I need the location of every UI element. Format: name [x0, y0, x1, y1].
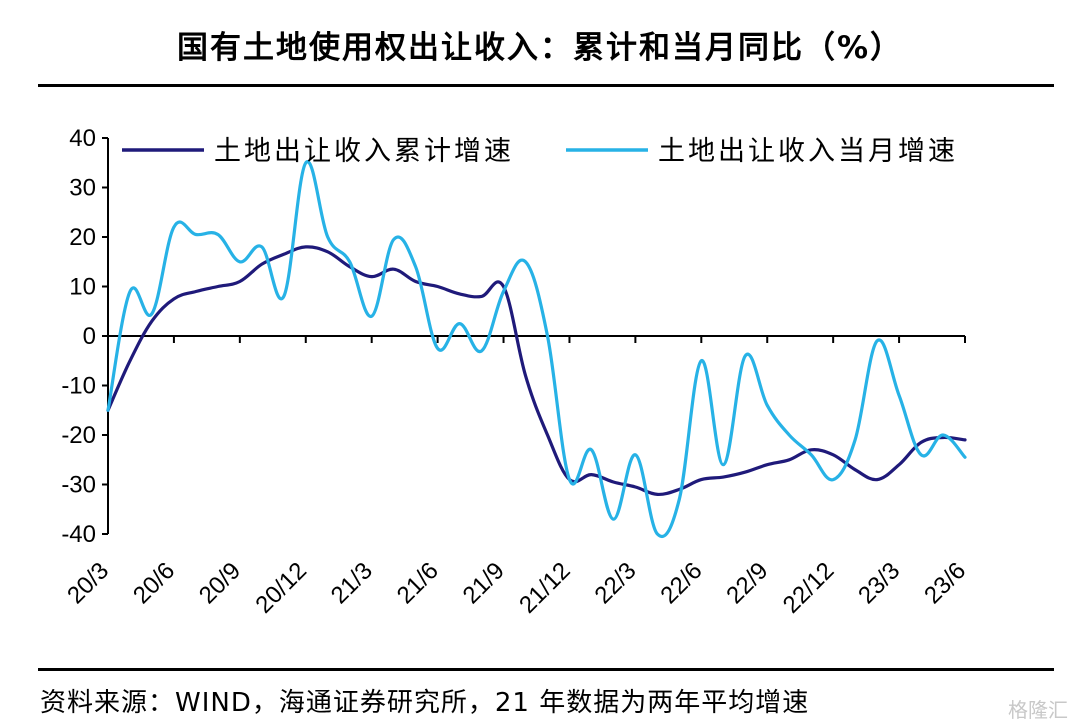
- x-tick-label: 23/3: [853, 557, 905, 609]
- x-tick-label: 20/12: [250, 557, 312, 619]
- top-divider: [38, 84, 1054, 87]
- x-tick-label: 21/12: [514, 557, 576, 619]
- legend-label: 土地出让收入累计增速: [214, 136, 514, 167]
- x-tick-label: 21/3: [326, 557, 378, 609]
- chart-axes: 40 30 20 10 0 -10 -20 -30 -40 20/3 20/6 20/9 20/12 21…: [61, 125, 971, 619]
- chart-lines: [106, 160, 967, 538]
- y-tick-label: -40: [61, 521, 96, 548]
- x-tick-label: 20/6: [128, 557, 180, 609]
- chart-title: 国有土地使用权出让收入：累计和当月同比（%）: [176, 30, 904, 66]
- legend-label: 土地出让收入当月增速: [658, 136, 958, 167]
- watermark-logo: 格隆汇: [1008, 698, 1068, 722]
- x-tick-label: 20/3: [62, 557, 114, 609]
- x-tick-label: 22/6: [655, 557, 707, 609]
- bottom-divider: [38, 668, 1054, 671]
- y-tick-label: -20: [61, 422, 96, 449]
- x-tick-label: 22/12: [778, 557, 840, 619]
- series-line-cumulative: [106, 245, 967, 497]
- x-tick-label: 22/9: [721, 557, 773, 609]
- x-tick-label: 23/6: [919, 557, 971, 609]
- y-tick-label: 20: [69, 224, 96, 251]
- series-line-monthly: [106, 160, 967, 538]
- x-tick-label: 22/3: [590, 557, 642, 609]
- y-tick-label: -30: [61, 472, 96, 499]
- x-tick-label: 21/9: [458, 557, 510, 609]
- chart-legend: 土地出让收入累计增速 土地出让收入当月增速: [122, 136, 958, 167]
- x-tick-label: 20/9: [194, 557, 246, 609]
- x-tick-label: 21/6: [392, 557, 444, 609]
- source-note: 资料来源：WIND，海通证券研究所，21 年数据为两年平均增速: [40, 688, 810, 718]
- y-tick-label: 10: [69, 274, 96, 301]
- y-tick-label: 40: [69, 125, 96, 152]
- y-tick-label: -10: [61, 373, 96, 400]
- y-tick-label: 30: [69, 175, 96, 202]
- y-tick-label: 0: [83, 323, 96, 350]
